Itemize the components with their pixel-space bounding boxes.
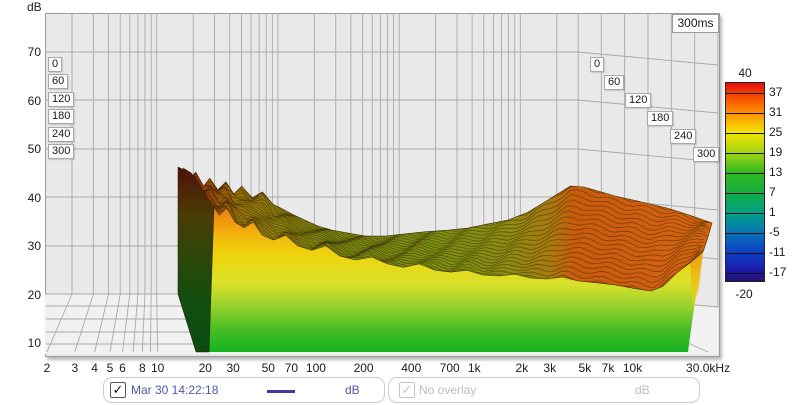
colorbar-tick-label: 31	[769, 105, 783, 119]
colorbar-tick-label: 19	[769, 145, 783, 159]
measurement-unit: dB	[345, 383, 360, 397]
colorbar-segment-line	[726, 173, 764, 174]
time-tick-label-right: 60	[604, 74, 625, 90]
colorbar-tick-label: -11	[769, 245, 786, 259]
db-tick-label: 40	[27, 190, 41, 205]
freq-tick-label: 7k	[601, 361, 615, 375]
trace-color-swatch	[267, 390, 295, 393]
colorbar-segment-line	[726, 273, 764, 274]
colorbar-tick-label: -17	[769, 265, 787, 279]
colorbar-segment-line	[726, 233, 764, 234]
time-tick-label-left: 60	[48, 74, 69, 90]
time-tick-label-left: 0	[48, 57, 63, 72]
db-tick-label: 30	[27, 239, 41, 253]
colorbar-tick-label: 1	[769, 205, 776, 219]
measurement-label: Mar 30 14:22:18	[131, 383, 219, 397]
freq-tick-label: 6	[119, 361, 126, 375]
colorbar-segment-line	[726, 93, 764, 94]
freq-tick-label: 700	[439, 361, 460, 375]
time-tick-label-left: 240	[48, 126, 75, 142]
freq-tick-label: 2k	[515, 361, 529, 375]
measurement-checkbox[interactable]: ✓	[110, 382, 126, 398]
colorbar-tick-label: 37	[769, 85, 783, 99]
time-tick-label-left: 180	[48, 109, 75, 125]
colorbar-tick-label: -5	[769, 225, 780, 239]
freq-tick-label: 10k	[622, 361, 643, 375]
legend-measurement-pill[interactable]: ✓ Mar 30 14:22:18 dB	[103, 377, 385, 403]
colorbar-segment-line	[726, 113, 764, 114]
colorbar-segment-line	[726, 253, 764, 254]
freq-tick-label: 100	[305, 361, 326, 375]
freq-tick-label: 8	[138, 361, 146, 375]
time-tick-label-right: 0	[590, 57, 605, 72]
time-tick-label-right: 120	[625, 92, 652, 108]
colorbar-segment-line	[726, 133, 764, 134]
colorbar-tick-label: 25	[769, 125, 783, 139]
y-axis-title: dB	[27, 0, 42, 14]
db-tick-label: 60	[27, 93, 41, 108]
freq-tick-label: 2	[43, 361, 51, 375]
freq-tick-label: 400	[401, 361, 422, 375]
db-tick-label: 10	[27, 336, 41, 350]
db-tick-label: 50	[27, 142, 41, 156]
colorbar-max-label: 40	[738, 66, 752, 80]
time-tick-label-right: 300	[693, 146, 720, 162]
legend-overlay-pill[interactable]: ✓ No overlay dB	[388, 377, 700, 403]
overlay-checkbox[interactable]: ✓	[399, 382, 415, 398]
freq-tick-label: 10	[150, 361, 165, 375]
time-tick-label-right: 240	[670, 128, 697, 144]
db-tick-label: 20	[27, 287, 41, 302]
freq-tick-label: 5	[106, 361, 114, 375]
colorbar-segment-line	[726, 213, 764, 214]
colorbar	[725, 82, 765, 282]
time-tick-label-right: 180	[647, 110, 674, 126]
freq-tick-label: 3	[71, 361, 79, 375]
colorbar-min-label: -20	[735, 287, 753, 301]
freq-tick-label: 1k	[467, 361, 481, 375]
freq-tick-label: 20	[198, 361, 212, 375]
legend-bar: ✓ Mar 30 14:22:18 dB ✓ No overlay dB	[0, 377, 800, 405]
time-tick-label-left: 300	[48, 144, 75, 159]
colorbar-tick-label: 13	[769, 165, 783, 179]
colorbar-tick-label: 7	[769, 185, 776, 199]
db-tick-label: 70	[27, 45, 41, 59]
time-window-badge: 300ms	[672, 14, 719, 33]
time-tick-label-left: 120	[48, 91, 75, 107]
freq-tick-label: 200	[353, 361, 374, 375]
colorbar-segment-line	[726, 193, 764, 194]
freq-tick-label: 4	[91, 361, 98, 375]
plot-area[interactable]	[45, 13, 720, 357]
colorbar-segment-line	[726, 153, 764, 154]
freq-tick-label: 30	[226, 361, 240, 375]
freq-tick-label: 30.0kHz	[686, 361, 731, 375]
freq-tick-label: 70	[284, 361, 299, 375]
overlay-label: No overlay	[419, 383, 477, 397]
freq-tick-label: 50	[261, 361, 275, 375]
freq-tick-label: 5k	[578, 361, 592, 375]
freq-tick-label: 3k	[543, 361, 557, 375]
overlay-unit: dB	[635, 383, 650, 397]
